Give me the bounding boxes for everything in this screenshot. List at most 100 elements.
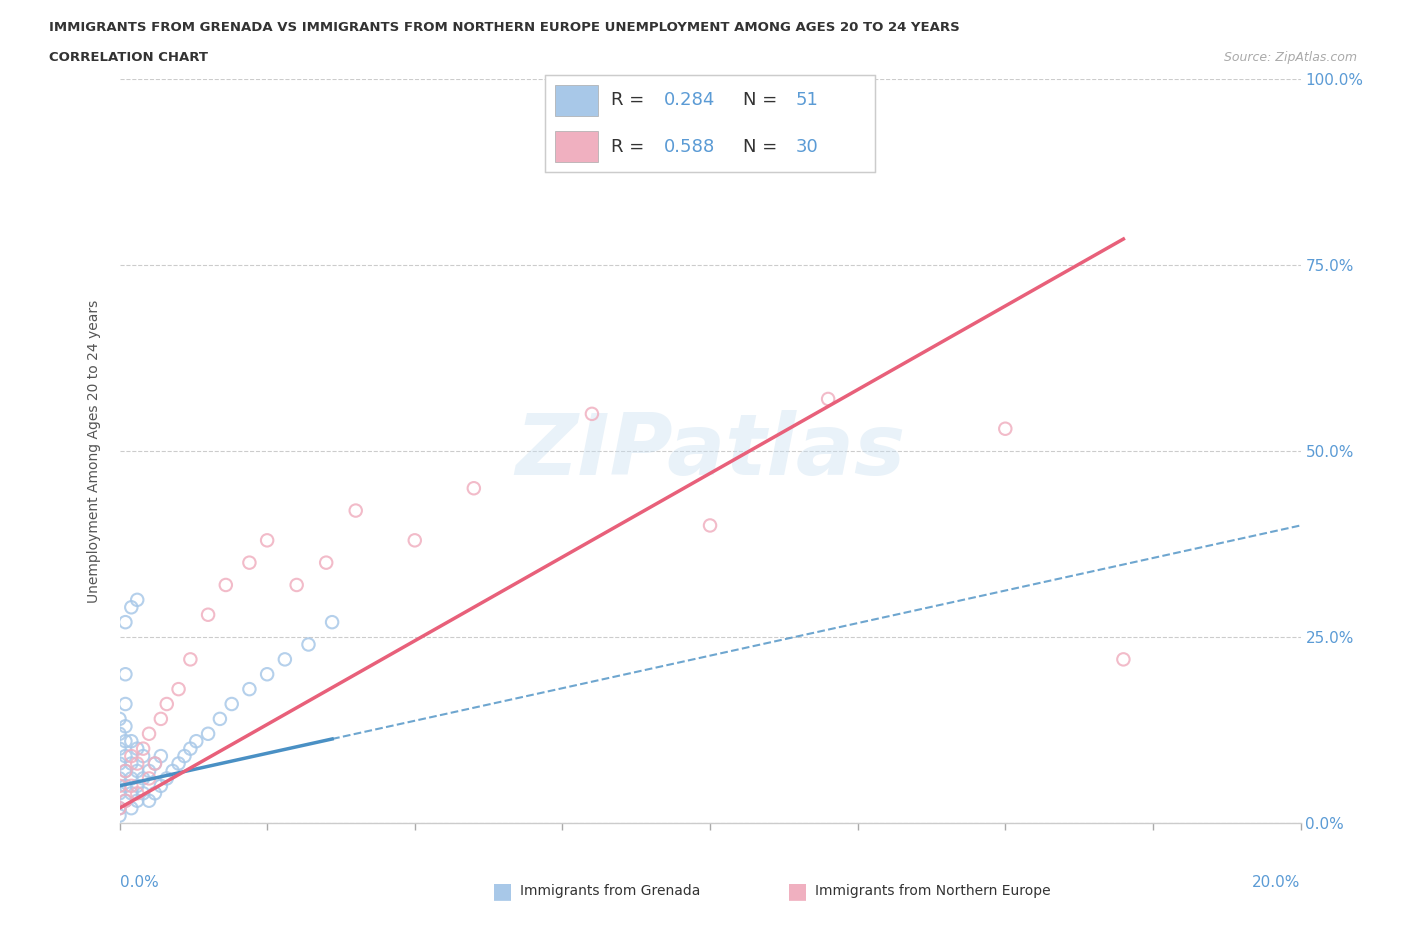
Point bbox=[120, 786, 142, 801]
Point bbox=[120, 756, 142, 771]
Point bbox=[127, 786, 149, 801]
Point bbox=[699, 518, 721, 533]
Point bbox=[167, 682, 190, 697]
Point bbox=[108, 726, 131, 741]
Point bbox=[138, 793, 160, 808]
Point bbox=[315, 555, 337, 570]
Point bbox=[120, 600, 142, 615]
Point bbox=[127, 592, 149, 607]
Point bbox=[108, 778, 131, 793]
Text: CORRELATION CHART: CORRELATION CHART bbox=[49, 51, 208, 64]
Text: ■: ■ bbox=[787, 881, 808, 901]
Text: 30: 30 bbox=[796, 138, 818, 156]
Point bbox=[186, 734, 208, 749]
Text: IMMIGRANTS FROM GRENADA VS IMMIGRANTS FROM NORTHERN EUROPE UNEMPLOYMENT AMONG AG: IMMIGRANTS FROM GRENADA VS IMMIGRANTS FR… bbox=[49, 21, 960, 34]
Point bbox=[114, 697, 136, 711]
Point bbox=[120, 778, 142, 793]
Point bbox=[404, 533, 426, 548]
Point bbox=[138, 726, 160, 741]
Text: Immigrants from Northern Europe: Immigrants from Northern Europe bbox=[815, 884, 1052, 898]
Point bbox=[149, 749, 172, 764]
Point bbox=[127, 741, 149, 756]
Text: 0.0%: 0.0% bbox=[120, 875, 159, 890]
FancyBboxPatch shape bbox=[554, 85, 598, 116]
Point bbox=[108, 801, 131, 816]
Point bbox=[108, 756, 131, 771]
Point bbox=[149, 711, 172, 726]
Point bbox=[108, 801, 131, 816]
Text: 51: 51 bbox=[796, 91, 818, 110]
Point bbox=[1112, 652, 1135, 667]
Point bbox=[179, 652, 201, 667]
Point bbox=[143, 786, 166, 801]
Point bbox=[114, 764, 136, 778]
Point bbox=[132, 741, 155, 756]
Point bbox=[256, 667, 278, 682]
Point bbox=[197, 726, 219, 741]
Point bbox=[221, 697, 243, 711]
Point bbox=[167, 756, 190, 771]
Point bbox=[156, 771, 179, 786]
Point bbox=[321, 615, 343, 630]
Point bbox=[143, 756, 166, 771]
Text: 0.284: 0.284 bbox=[664, 91, 716, 110]
Point bbox=[149, 778, 172, 793]
Text: N =: N = bbox=[744, 138, 783, 156]
Point bbox=[156, 697, 179, 711]
Point bbox=[215, 578, 238, 592]
Point bbox=[162, 764, 184, 778]
Point bbox=[463, 481, 485, 496]
Point bbox=[114, 667, 136, 682]
Point bbox=[127, 793, 149, 808]
Text: ZIPatlas: ZIPatlas bbox=[515, 409, 905, 493]
Point bbox=[138, 771, 160, 786]
Point bbox=[132, 771, 155, 786]
Point bbox=[127, 756, 149, 771]
Point bbox=[108, 771, 131, 786]
Point bbox=[108, 808, 131, 823]
Text: Source: ZipAtlas.com: Source: ZipAtlas.com bbox=[1223, 51, 1357, 64]
Text: 0.588: 0.588 bbox=[664, 138, 716, 156]
Point bbox=[120, 734, 142, 749]
Point bbox=[208, 711, 231, 726]
Text: R =: R = bbox=[610, 138, 650, 156]
Point bbox=[197, 607, 219, 622]
Point bbox=[114, 749, 136, 764]
Point bbox=[173, 749, 195, 764]
Point bbox=[238, 555, 260, 570]
Point bbox=[114, 719, 136, 734]
Point bbox=[114, 615, 136, 630]
Point bbox=[138, 764, 160, 778]
Point bbox=[108, 741, 131, 756]
Point bbox=[108, 786, 131, 801]
Point bbox=[132, 749, 155, 764]
Point bbox=[127, 764, 149, 778]
Text: ■: ■ bbox=[492, 881, 513, 901]
Point bbox=[114, 734, 136, 749]
Text: 20.0%: 20.0% bbox=[1253, 875, 1301, 890]
Point bbox=[114, 793, 136, 808]
Point bbox=[143, 756, 166, 771]
Point bbox=[127, 778, 149, 793]
Point bbox=[120, 771, 142, 786]
Point bbox=[274, 652, 297, 667]
Text: Immigrants from Grenada: Immigrants from Grenada bbox=[520, 884, 700, 898]
Point bbox=[344, 503, 367, 518]
Text: N =: N = bbox=[744, 91, 783, 110]
Point bbox=[817, 392, 839, 406]
Text: R =: R = bbox=[610, 91, 650, 110]
Point bbox=[285, 578, 308, 592]
Point bbox=[994, 421, 1017, 436]
Point bbox=[132, 786, 155, 801]
Point bbox=[256, 533, 278, 548]
Point bbox=[297, 637, 319, 652]
Point bbox=[114, 778, 136, 793]
Point bbox=[114, 793, 136, 808]
Point bbox=[108, 711, 131, 726]
Y-axis label: Unemployment Among Ages 20 to 24 years: Unemployment Among Ages 20 to 24 years bbox=[87, 299, 101, 603]
Point bbox=[238, 682, 260, 697]
Point bbox=[120, 749, 142, 764]
Point bbox=[581, 406, 603, 421]
Point bbox=[179, 741, 201, 756]
Point bbox=[114, 764, 136, 778]
